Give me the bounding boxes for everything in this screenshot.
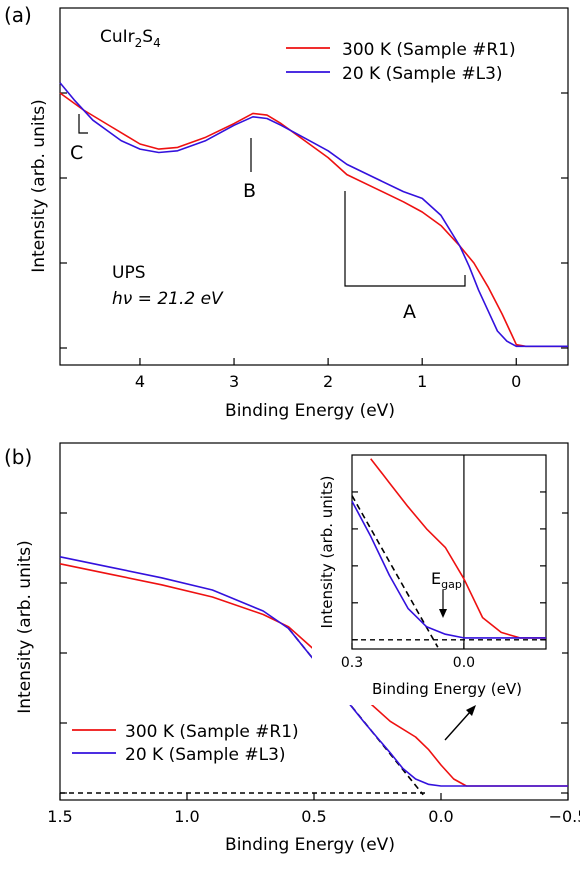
legend-a-300k: 300 K (Sample #R1) bbox=[342, 40, 516, 60]
feature-c-label: C bbox=[70, 142, 83, 164]
inset-frame bbox=[351, 454, 547, 650]
panel-a-x-ticks: 4 3 2 1 0 bbox=[135, 358, 521, 391]
panel-b-ylabel: Intensity (arb. units) bbox=[15, 540, 35, 713]
x-tick-label: 0.0 bbox=[428, 807, 453, 826]
panel-a-frame bbox=[59, 7, 569, 366]
x-tick-label: 1.0 bbox=[174, 807, 199, 826]
compound-label: CuIr2S4 bbox=[100, 27, 161, 50]
x-tick-label: 0.3 bbox=[341, 655, 363, 671]
x-tick-label: −0.5 bbox=[549, 807, 580, 826]
legend-b-300k: 300 K (Sample #R1) bbox=[125, 722, 299, 742]
inset: 0.3 0.0 Egap Binding Energy (eV) Intensit… bbox=[312, 450, 562, 705]
series-line-300k bbox=[59, 92, 568, 348]
inset-xlabel: Binding Energy (eV) bbox=[372, 680, 522, 698]
photon-energy-label: hν = 21.2 eV bbox=[112, 289, 224, 309]
legend-b-20k: 20 K (Sample #L3) bbox=[125, 745, 286, 765]
x-tick-label: 4 bbox=[135, 372, 145, 391]
panel-a-series bbox=[59, 82, 568, 348]
x-tick-label: 0 bbox=[511, 372, 521, 391]
feature-a-marker bbox=[344, 191, 466, 287]
method-label: UPS bbox=[112, 263, 146, 283]
x-tick-label: 3 bbox=[229, 372, 239, 391]
egap-arrow-head bbox=[439, 609, 447, 618]
series-line-20k bbox=[59, 82, 568, 348]
feature-b-label: B bbox=[243, 180, 256, 202]
panel-a: (a) 4 3 2 1 0 CuIr2S4 300 K (Sample #R1) 20 … bbox=[4, 3, 569, 421]
legend-a-20k: 20 K (Sample #L3) bbox=[342, 64, 503, 84]
inset-ylabel: Intensity (arb. units) bbox=[318, 475, 336, 628]
x-tick-label: 0.5 bbox=[301, 807, 326, 826]
panel-b-x-ticks: 1.5 1.0 0.5 0.0 −0.5 bbox=[47, 793, 580, 826]
series-line-20k bbox=[59, 556, 568, 787]
panel-b-xlabel: Binding Energy (eV) bbox=[225, 835, 395, 855]
panel-a-label: (a) bbox=[4, 3, 32, 27]
panel-a-ylabel: Intensity (arb. units) bbox=[29, 99, 49, 272]
panel-a-y-ticks bbox=[60, 92, 568, 349]
panel-b-label: (b) bbox=[4, 445, 32, 469]
x-tick-label: 2 bbox=[323, 372, 333, 391]
x-tick-label: 1.5 bbox=[47, 807, 72, 826]
x-tick-label: 1 bbox=[417, 372, 427, 391]
inset-guides bbox=[351, 455, 546, 649]
inset-arrow bbox=[444, 711, 471, 741]
egap-label: Egap bbox=[431, 569, 462, 591]
x-tick-label: 0.0 bbox=[453, 655, 475, 671]
series-line-300k bbox=[370, 458, 546, 639]
panel-a-xlabel: Binding Energy (eV) bbox=[225, 401, 395, 421]
feature-a-label: A bbox=[403, 301, 416, 323]
series-line-20k bbox=[351, 500, 546, 639]
panel-b: (b) 1.51.00.50.0−0.5 300 K (Sample #R1) … bbox=[4, 442, 580, 855]
linear-fit-dashed bbox=[351, 495, 439, 648]
inset-series bbox=[351, 458, 546, 639]
feature-c-marker bbox=[78, 114, 88, 134]
inset-arrow-head bbox=[466, 705, 476, 716]
